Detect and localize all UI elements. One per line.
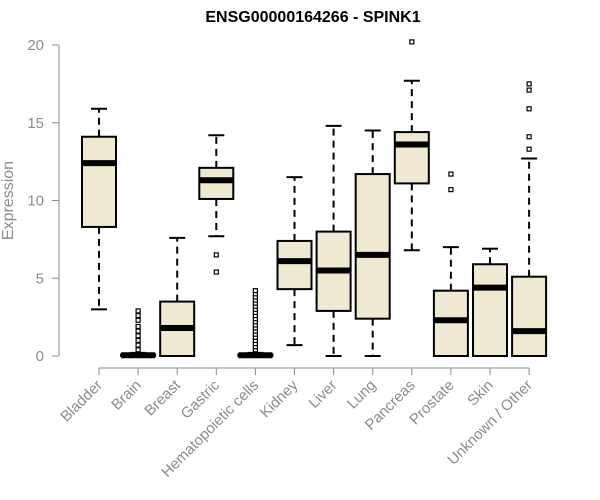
boxes-group <box>81 39 548 359</box>
box-brain <box>120 308 157 359</box>
outlier-point <box>135 308 141 314</box>
box-body <box>393 131 430 185</box>
x-tick-label: Kidney <box>257 376 302 421</box>
box-kidney <box>276 176 313 347</box>
outlier-point <box>135 337 141 344</box>
box-body <box>354 173 391 320</box>
outlier-point <box>135 317 141 323</box>
outlier-point <box>135 333 141 339</box>
outlier-point <box>135 323 141 330</box>
box-body <box>511 275 548 358</box>
x-tick-label: Breast <box>141 376 184 419</box>
y-axis: 0 5 10 15 20 <box>27 37 60 365</box>
x-tick-label: Skin <box>464 377 497 410</box>
x-tick-label: Liver <box>305 377 340 412</box>
outlier-point <box>526 87 532 93</box>
x-tick-label: Bladder <box>57 377 106 426</box>
outlier-point <box>135 342 141 348</box>
box-body <box>198 166 235 200</box>
box-unknown-other <box>511 81 548 358</box>
outlier-point <box>526 106 532 112</box>
outlier-point <box>135 328 141 334</box>
box-prostate <box>432 171 469 357</box>
outlier-point <box>526 134 532 140</box>
y-tick-label: 0 <box>36 348 44 365</box>
box-hematopoietic-cells <box>237 288 274 359</box>
outlier-point <box>409 39 415 45</box>
box-bladder <box>81 107 117 311</box>
outlier-point <box>252 288 258 294</box>
box-body <box>432 289 469 357</box>
outlier-point <box>448 187 454 193</box>
outlier-point <box>526 146 532 152</box>
box-liver <box>315 124 352 357</box>
box-body <box>276 239 313 291</box>
outlier-point <box>213 252 219 258</box>
outlier-point <box>448 171 454 177</box>
x-tick-label: Brain <box>108 377 145 414</box>
outlier-point <box>213 269 219 275</box>
chart-title: ENSG00000164266 - SPINK1 <box>205 9 420 26</box>
outlier-point <box>135 312 141 319</box>
y-tick-label: 10 <box>27 193 44 210</box>
box-pancreas <box>393 39 430 252</box>
outlier-point <box>526 81 532 87</box>
box-lung <box>354 129 391 357</box>
box-skin <box>472 247 508 358</box>
y-axis-label: Expression <box>0 161 17 240</box>
x-tick-label: Lung <box>344 377 380 413</box>
y-tick-label: 15 <box>27 115 44 132</box>
box-breast <box>159 236 196 358</box>
y-tick-label: 20 <box>27 37 44 54</box>
outlier-point <box>135 347 141 353</box>
box-body <box>472 263 508 358</box>
box-body <box>81 135 117 228</box>
y-tick-label: 5 <box>36 270 44 287</box>
box-gastric <box>198 134 235 275</box>
